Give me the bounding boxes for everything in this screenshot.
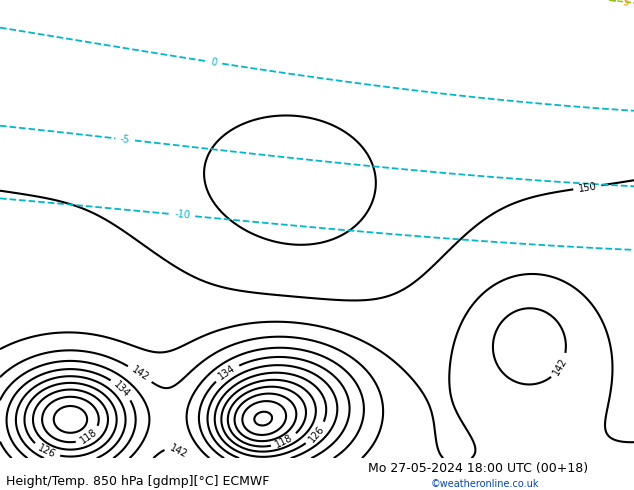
Text: 142: 142 <box>129 365 150 383</box>
Text: 126: 126 <box>36 442 57 460</box>
Text: 0: 0 <box>210 57 218 68</box>
Text: Mo 27-05-2024 18:00 UTC (00+18): Mo 27-05-2024 18:00 UTC (00+18) <box>368 462 588 475</box>
Text: 142: 142 <box>167 443 189 460</box>
Text: 118: 118 <box>274 433 295 450</box>
Text: 150: 150 <box>578 181 597 194</box>
Text: 134: 134 <box>112 379 132 399</box>
Text: -5: -5 <box>120 134 131 145</box>
Text: 126: 126 <box>306 423 326 444</box>
Text: ©weatheronline.co.uk: ©weatheronline.co.uk <box>431 479 540 489</box>
Text: 134: 134 <box>216 363 237 382</box>
Text: 142: 142 <box>552 356 569 377</box>
Text: Height/Temp. 850 hPa [gdmp][°C] ECMWF: Height/Temp. 850 hPa [gdmp][°C] ECMWF <box>6 474 269 488</box>
Text: 118: 118 <box>79 427 100 446</box>
Text: 5: 5 <box>622 0 629 7</box>
Text: -10: -10 <box>174 209 191 221</box>
